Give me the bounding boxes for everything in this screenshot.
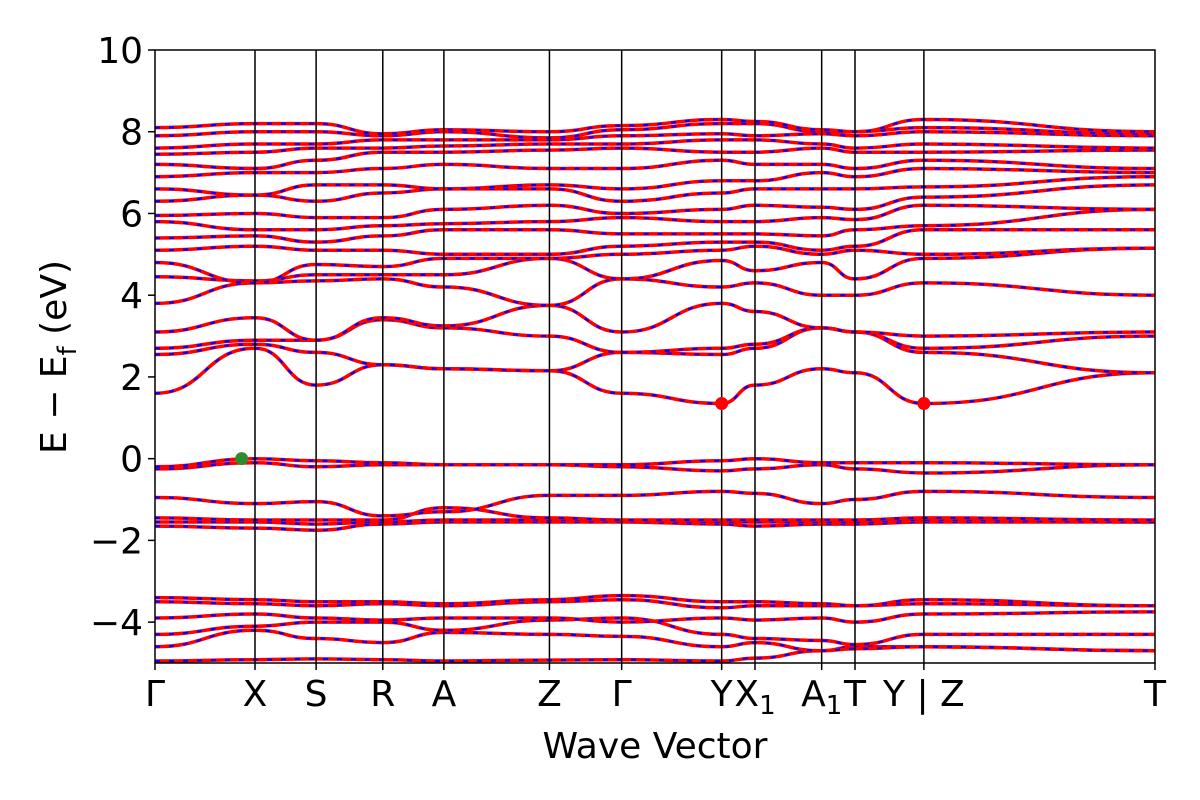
band-26-spin-down: [155, 146, 1155, 170]
x-axis-title: Wave Vector: [543, 726, 768, 767]
x-tick-label-8: X1: [734, 674, 775, 721]
band-10-spin-down: [155, 461, 1155, 475]
y-tick-label: 4: [120, 276, 143, 317]
band-21-spin-down: [155, 204, 1155, 231]
extrema-markers: [235, 396, 931, 466]
kpoint-lines: [254, 50, 925, 663]
band-15-spin-down: [155, 302, 1155, 342]
band-23-spin-up: [155, 174, 1155, 203]
band-19-spin-down: [155, 228, 1155, 256]
x-tick-label-2: S: [305, 674, 328, 715]
x-tick-label-9: A1: [801, 674, 842, 721]
y-axis-title: E − Ef (eV): [34, 260, 83, 454]
x-tick-label-11: Y | Z: [882, 674, 965, 715]
band-22-spin-down: [155, 183, 1155, 219]
x-tick-label-0: Γ: [145, 674, 165, 715]
x-tick-label-3: R: [370, 674, 395, 715]
y-tick-label: −2: [90, 521, 143, 562]
x-tick-label-12: T: [1143, 674, 1167, 715]
band-14-spin-down: [155, 318, 1155, 354]
y-tick-label: 10: [97, 31, 143, 72]
band-17-spin-down: [155, 247, 1155, 283]
y-tick-label: 2: [120, 358, 143, 399]
band-25-spin-down: [155, 159, 1155, 178]
band-27-spin-down: [155, 138, 1155, 156]
bands-layer: [155, 117, 1155, 663]
band-18-spin-down: [155, 245, 1155, 285]
x-tick-label-4: A: [432, 674, 457, 715]
band-29-spin-down: [155, 122, 1155, 140]
band-15-spin-up: [155, 301, 1155, 342]
x-tick-label-5: Z: [537, 674, 562, 715]
y-tick-label: 0: [120, 440, 143, 481]
band-3-spin-down: [155, 610, 1155, 624]
plot-frame: [154, 49, 1156, 664]
y-tick-label: −4: [90, 603, 143, 644]
y-axis-title-subscript: f: [53, 345, 83, 355]
y-tick-label: 6: [120, 194, 143, 235]
band-8-spin-up: [155, 505, 1155, 522]
cbm-marker-2: [917, 396, 931, 410]
band-23-spin-down: [155, 175, 1155, 203]
x-tick-label-10: T: [843, 674, 867, 715]
y-axis-title-unit: (eV): [34, 260, 75, 346]
vbm-marker: [235, 452, 249, 466]
band-16-spin-down: [155, 277, 1155, 307]
band-3-spin-up: [155, 610, 1155, 624]
y-tick-label: 8: [120, 113, 143, 154]
x-tick-label-1: X: [243, 674, 268, 715]
band-9-spin-down: [155, 490, 1155, 518]
y-axis-title-main: E − E: [34, 355, 75, 454]
cbm-marker-1: [715, 396, 729, 410]
band-16-spin-up: [155, 277, 1155, 308]
x-tick-label-7: Y: [710, 674, 734, 715]
band-1-spin-down: [155, 629, 1155, 652]
x-tick-label-6: Γ: [612, 674, 632, 715]
y-axis-ticks: 10 8 6 4 2 0 −2 −4: [90, 31, 155, 644]
